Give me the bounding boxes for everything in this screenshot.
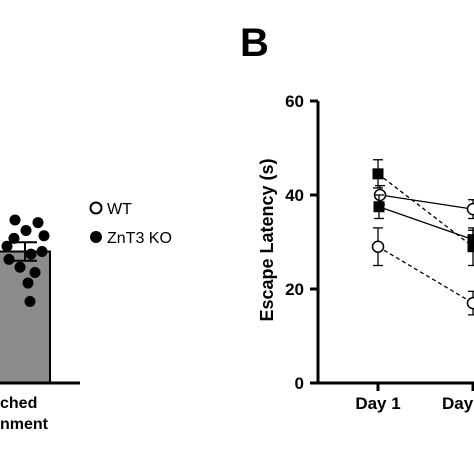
legend-label-znt3ko: ZnT3 KO (107, 230, 172, 247)
bar-data-points (1, 214, 50, 307)
bar-data-point (38, 230, 50, 242)
data-point-open-circle (466, 296, 474, 310)
data-point-filled-square (467, 234, 474, 246)
legend-filled-circle-icon (90, 231, 102, 243)
legend-label-wt: WT (107, 201, 132, 218)
legend: WT ZnT3 KO (89, 201, 172, 247)
bar-xtick-line-2: nment (0, 416, 49, 433)
data-point-filled-square (467, 241, 474, 253)
y-tick-label: 20 (285, 280, 304, 299)
series-1 (373, 184, 474, 220)
bar-data-point (9, 214, 21, 226)
bar-data-point (36, 246, 48, 257)
line-chart-right: Escape Latency (s) 0 20 40 60 Day 1 Day (257, 92, 474, 413)
bar (0, 250, 51, 384)
series-line (377, 246, 474, 304)
series-4 (372, 159, 474, 267)
bar-chart-left: ched nment (0, 214, 80, 433)
bar-data-point (3, 253, 15, 265)
bar-data-point (8, 232, 20, 244)
legend-open-circle-icon (89, 201, 103, 215)
bar-data-point (22, 277, 34, 289)
bar-xtick-line-1: ched (0, 395, 37, 412)
x-ticks: Day 1 Day (355, 383, 474, 413)
bar-data-point (29, 267, 41, 279)
data-point-filled-square (372, 168, 384, 180)
data-point-open-circle (466, 202, 474, 216)
y-ticks: 0 20 40 60 (285, 92, 318, 393)
series-line (379, 194, 474, 210)
x-tick-label: Day (442, 394, 474, 413)
series-line (378, 206, 474, 241)
data-point-open-circle (371, 240, 385, 253)
series-2 (371, 227, 474, 316)
bar-data-point (20, 224, 32, 236)
series-layer (371, 159, 474, 316)
y-tick-label: 40 (285, 186, 304, 205)
x-tick-label: Day 1 (355, 394, 400, 413)
bar-data-point (14, 261, 26, 273)
y-axis-title: Escape Latency (s) (257, 158, 277, 321)
y-tick-label: 60 (285, 92, 304, 111)
y-tick-label: 0 (295, 374, 304, 393)
bar-data-point (24, 295, 36, 307)
data-point-filled-square (373, 201, 385, 213)
bar-data-point (25, 248, 37, 260)
series-3 (373, 194, 474, 250)
series-line (377, 173, 474, 248)
panel-label: B (240, 21, 269, 65)
bar-data-point (32, 217, 44, 229)
bar-data-point (1, 240, 13, 252)
